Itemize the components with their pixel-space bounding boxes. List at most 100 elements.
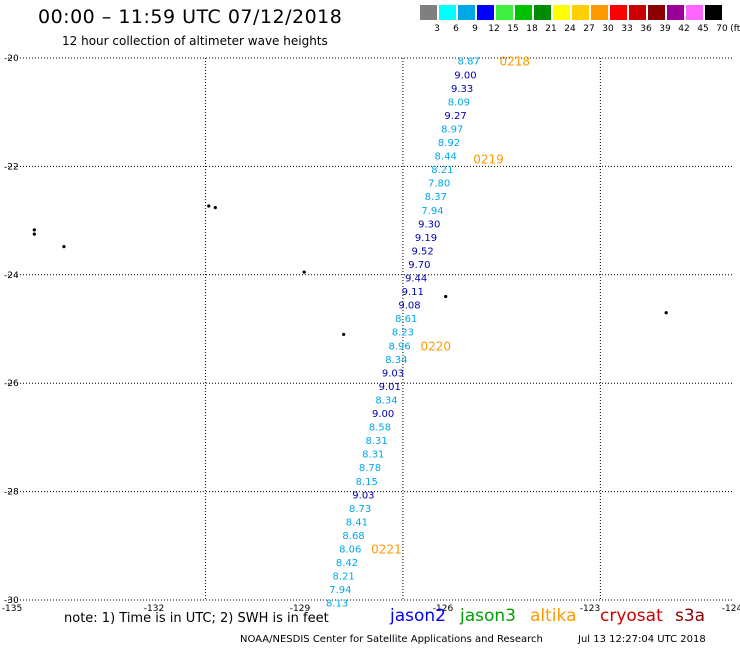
legend-label: 70 <box>716 24 728 34</box>
swh-data-point: 9.70 <box>408 260 430 271</box>
legend-swatch <box>610 5 627 20</box>
legend-swatch <box>477 5 494 20</box>
island-marker <box>32 232 36 236</box>
legend-swatch <box>705 5 722 20</box>
swh-data-point: 9.44 <box>405 274 427 285</box>
swh-data-point: 8.44 <box>435 152 457 163</box>
swh-data-point: 8.34 <box>385 355 407 366</box>
swh-data-point: 8.34 <box>375 395 397 406</box>
x-tick-label: -124 <box>722 604 740 614</box>
swh-data-point: 8.87 <box>458 57 480 68</box>
swh-data-point: 8.58 <box>369 423 391 434</box>
swh-data-point: 8.96 <box>388 341 410 352</box>
swh-data-point: 9.30 <box>418 219 440 230</box>
swh-data-point: 8.97 <box>441 124 463 135</box>
legend-label: 39 <box>659 24 671 34</box>
swh-data-point: 9.52 <box>412 246 434 257</box>
swh-data-point: 9.03 <box>352 490 374 501</box>
legend-label: 27 <box>583 24 595 34</box>
legend-label: 9 <box>472 24 478 34</box>
pass-time-label: 0219 <box>473 152 504 166</box>
legend-unit: (ft) <box>730 24 740 34</box>
swh-data-point: 8.41 <box>346 517 368 528</box>
swh-data-point: 8.23 <box>392 328 414 339</box>
legend-swatch <box>591 5 608 20</box>
generation-timestamp: Jul 13 12:27:04 UTC 2018 <box>578 634 706 645</box>
satellite-s3a: s3a <box>675 606 706 626</box>
satellite-altika: altika <box>530 606 577 626</box>
x-tick-label: -123 <box>580 604 600 614</box>
y-tick-label: -28 <box>4 488 19 498</box>
swh-data-point: 9.01 <box>379 382 401 393</box>
swh-data-point: 8.68 <box>342 531 364 542</box>
swh-data-point: 8.13 <box>326 599 348 610</box>
legend-swatch <box>629 5 646 20</box>
x-tick-label: -126 <box>433 604 454 614</box>
island-marker <box>444 294 448 299</box>
swh-data-point: 9.08 <box>398 301 420 312</box>
swh-data-point: 8.15 <box>356 477 378 488</box>
x-tick-label: -132 <box>144 604 164 614</box>
credit-line: NOAA/NESDIS Center for Satellite Applica… <box>240 634 543 645</box>
y-tick-label: -22 <box>4 162 19 172</box>
legend-label: 42 <box>678 24 690 34</box>
legend-swatch <box>572 5 589 20</box>
swh-data-point: 9.11 <box>402 287 424 298</box>
chart-subtitle: 12 hour collection of altimeter wave hei… <box>62 34 328 48</box>
legend-swatch <box>686 5 703 20</box>
swh-data-point: 9.33 <box>451 84 473 95</box>
swh-data-point: 8.78 <box>359 463 381 474</box>
swh-data-point: 8.42 <box>336 558 358 569</box>
satellite-jason3: jason3 <box>460 606 516 626</box>
legend-label: 24 <box>564 24 576 34</box>
legend-label: 45 <box>697 24 709 34</box>
swh-data-point: 7.94 <box>421 206 443 217</box>
swh-data-point: 8.37 <box>425 192 447 203</box>
legend-swatch <box>458 5 475 20</box>
chart-title: 00:00 – 11:59 UTC 07/12/2018 <box>38 6 343 28</box>
x-tick-label: -129 <box>290 604 311 614</box>
legend-label: 3 <box>434 24 440 34</box>
footer-note: note: 1) Time is in UTC; 2) SWH is in fe… <box>64 611 329 626</box>
swh-data-point: 8.21 <box>333 572 355 583</box>
swh-data-point: 7.94 <box>329 585 351 596</box>
swh-data-point: 9.19 <box>415 233 437 244</box>
swh-data-point: 8.92 <box>438 138 460 149</box>
y-tick-label: -20 <box>4 54 19 64</box>
legend-label: 18 <box>526 24 538 34</box>
swh-data-point: 8.06 <box>339 545 361 556</box>
island-marker <box>302 270 306 274</box>
swh-data-point: 9.00 <box>372 409 394 420</box>
swh-data-point: 8.61 <box>395 314 417 325</box>
legend-swatch <box>667 5 684 20</box>
y-tick-label: -30 <box>4 596 19 606</box>
swh-data-point: 9.27 <box>444 111 466 122</box>
y-tick-label: -24 <box>4 271 19 281</box>
pass-time-label: 0220 <box>421 339 452 353</box>
legend-swatch <box>515 5 532 20</box>
swh-data-point: 8.09 <box>448 97 470 108</box>
legend-swatch <box>553 5 570 20</box>
swh-data-point: 7.80 <box>428 179 450 190</box>
legend-label: 15 <box>507 24 519 34</box>
swh-data-point: 8.21 <box>431 165 453 176</box>
island-marker <box>664 311 668 315</box>
legend-swatch <box>534 5 551 20</box>
swh-data-point: 9.00 <box>454 70 476 81</box>
swh-data-point: 8.73 <box>349 504 371 515</box>
legend-label: 30 <box>602 24 614 34</box>
legend-label: 33 <box>621 24 633 34</box>
island-marker <box>213 205 217 210</box>
swh-data-point: 8.31 <box>362 450 384 461</box>
legend-swatch <box>496 5 513 20</box>
satellite-jason2: jason2 <box>390 606 446 626</box>
satellite-cryosat: cryosat <box>600 606 663 626</box>
legend-label: 21 <box>545 24 557 34</box>
legend-label: 12 <box>488 24 500 34</box>
pass-time-label: 0221 <box>371 543 402 557</box>
legend-label: 6 <box>453 24 459 34</box>
island-marker <box>62 245 66 249</box>
swh-data-point: 8.31 <box>365 436 387 447</box>
legend-swatch <box>648 5 665 20</box>
